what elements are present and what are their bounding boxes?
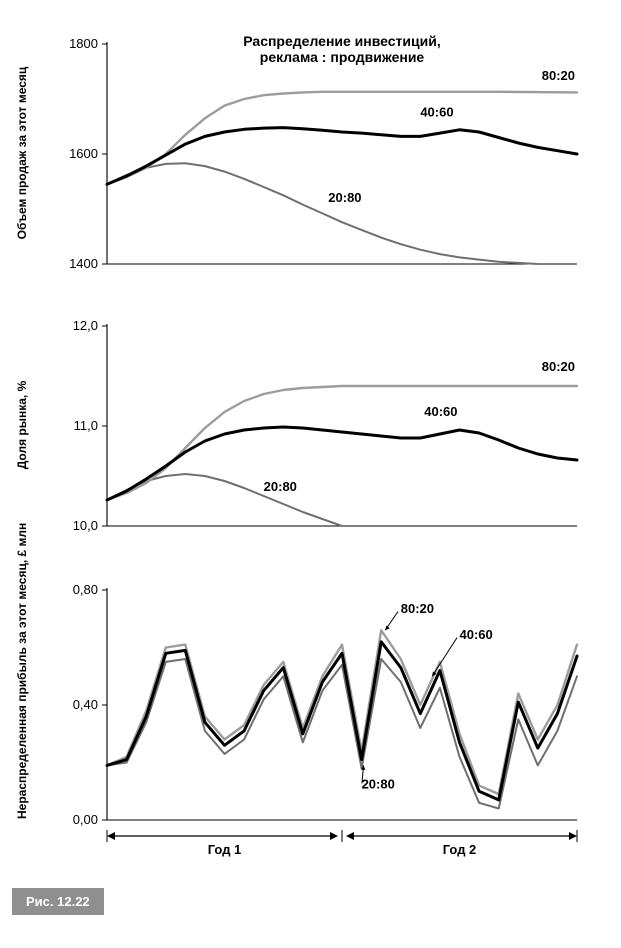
y-tick-label: 1400	[69, 256, 98, 271]
sales-chart-svg: 1400 1600 1800 Распределение инвестиций,рек…	[12, 22, 609, 282]
y-tick-label: 1800	[69, 36, 98, 51]
series-label-40-60: 40:60	[460, 627, 493, 642]
figure-root: Объем продаж за этот месяц 1400 1600 1800 Ра…	[12, 22, 609, 915]
series-80-20	[107, 92, 577, 185]
profit-chart-ylabel: Нераспределенная прибыль за этот месяц, …	[15, 589, 29, 819]
share-chart: Доля рынка, % 10,0 11,0 12,0 80:20 40:60 20:80	[12, 306, 609, 546]
series-40-60	[107, 427, 577, 500]
profit-chart: Нераспределенная прибыль за этот месяц, …	[12, 570, 609, 880]
series-label-80-20: 80:20	[542, 359, 575, 374]
y-tick-label: 0,80	[73, 582, 98, 597]
sales-chart-ylabel: Объем продаж за этот месяц	[15, 43, 29, 263]
y-tick-label: 1600	[69, 146, 98, 161]
series-label-20-80: 20:80	[328, 190, 361, 205]
share-chart-ylabel: Доля рынка, %	[15, 325, 29, 525]
series-label-80-20: 80:20	[401, 601, 434, 616]
year1-label: Год 1	[208, 842, 242, 857]
series-20-80	[107, 659, 577, 809]
sales-chart: Объем продаж за этот месяц 1400 1600 1800 Ра…	[12, 22, 609, 282]
share-chart-svg: 10,0 11,0 12,0 80:20 40:60 20:80	[12, 306, 609, 546]
series-label-80-20: 80:20	[542, 68, 575, 83]
chart-title-line2: реклама : продвижение	[260, 49, 425, 65]
series-label-20-80: 20:80	[264, 479, 297, 494]
series-label-20-80: 20:80	[362, 776, 395, 791]
y-tick-label: 12,0	[73, 318, 98, 333]
series-label-40-60: 40:60	[420, 105, 453, 120]
series-label-40-60: 40:60	[424, 404, 457, 419]
year2-label: Год 2	[443, 842, 477, 857]
series-20-80	[107, 163, 538, 264]
y-tick-label: 11,0	[74, 418, 98, 433]
y-tick-label: 0,00	[73, 812, 98, 827]
figure-caption: Рис. 12.22	[12, 888, 104, 915]
series-40-60	[107, 128, 577, 185]
profit-chart-svg: 0,00 0,40 0,80 80:20 40:60 20:80 Год 1 Год 2	[12, 570, 609, 880]
y-tick-label: 10,0	[73, 518, 98, 533]
y-tick-label: 0,40	[73, 697, 98, 712]
chart-title-line1: Распределение инвестиций,	[243, 33, 440, 49]
